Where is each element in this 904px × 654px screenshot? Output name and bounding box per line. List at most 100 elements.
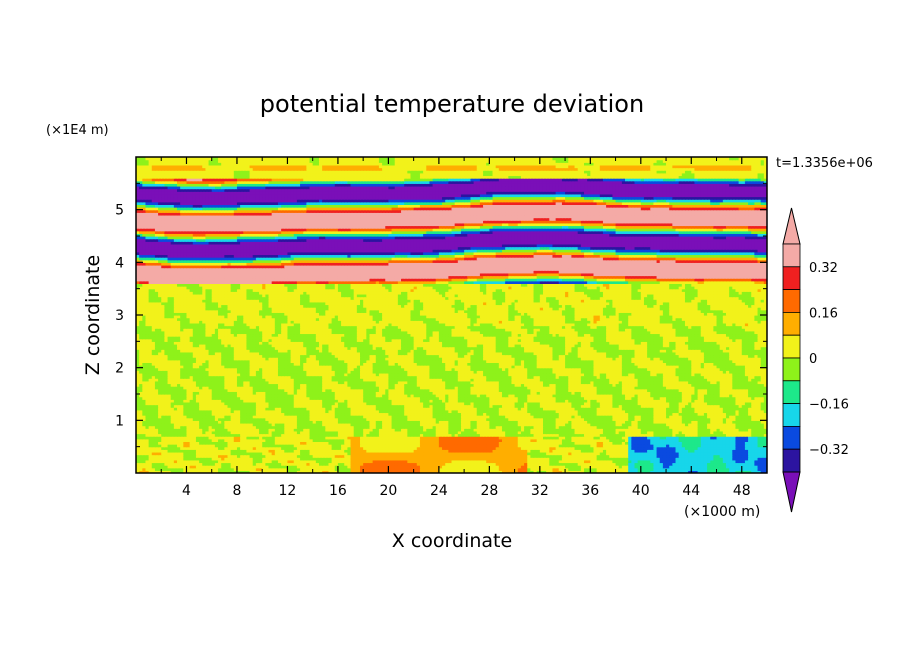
field-cell [631,438,636,442]
field-cell [568,446,572,450]
field-cell [334,425,339,429]
field-cell [565,425,569,429]
field-cell [754,446,759,450]
field-cell [218,462,222,466]
field-cell [167,420,172,424]
field-cell [252,446,257,450]
field-cell [536,433,541,437]
field-cell [448,459,453,464]
field-cell [722,441,727,445]
field-cell [315,470,320,473]
field-cell [596,459,601,464]
field-cell [688,454,692,458]
field-cell [568,462,572,466]
field-cell [637,465,642,469]
field-cell [136,444,140,448]
field-cell [606,441,610,445]
field-cell [751,451,755,456]
field-cell [691,465,696,469]
field-cell [618,436,623,440]
field-cell [337,430,342,435]
field-cell [438,417,443,421]
field-cell [707,465,711,469]
field-cell [369,459,374,464]
field-cell [476,420,481,424]
field-cell [287,459,292,464]
field-cell [224,449,229,453]
field-cell [142,449,147,453]
field-cell [606,428,610,432]
field-cell [192,428,197,432]
field-cell [426,438,431,442]
field-cell [419,420,424,424]
field-cell [741,459,746,464]
field-cell [628,444,632,448]
field-cell [432,459,437,464]
field-cell [735,457,740,461]
field-cell [713,436,718,440]
field-cell [429,436,434,440]
field-cell [621,417,626,421]
field-cell [268,415,273,419]
field-cell [432,425,437,429]
field-cell [511,467,516,471]
field-cell [309,444,314,448]
field-cell [561,446,566,450]
field-cell [243,425,248,429]
field-cell [167,446,172,450]
field-cell [281,457,285,461]
field-cell [628,441,632,445]
field-cell [602,459,607,464]
field-cell [199,446,203,450]
field-cell [754,425,759,429]
field-cell [637,425,642,429]
field-cell [631,436,636,440]
field-cell [735,444,740,448]
field-cell [662,454,667,458]
field-cell [154,415,159,419]
field-cell [186,436,191,440]
field-cell [451,457,456,461]
field-cell [432,438,437,442]
field-cell [590,417,595,421]
field-cell [460,451,465,456]
field-cell [164,422,169,427]
field-cell [328,467,333,471]
field-cell [183,465,188,469]
field-cell [448,451,453,456]
field-cell [511,454,516,458]
field-cell [716,467,721,471]
field-cell [565,470,569,473]
field-cell [378,422,383,427]
field-cell [233,449,238,453]
field-cell [757,454,762,458]
field-cell [716,454,721,458]
field-cell [587,425,591,429]
field-cell [363,446,367,450]
field-cell [533,425,538,429]
field-cell [221,436,225,440]
field-cell [725,451,730,456]
field-cell [634,465,639,469]
field-cell [347,430,352,435]
field-cell [347,470,352,473]
field-cell [218,449,222,453]
field-cell [549,433,554,437]
field-cell [151,428,156,432]
field-cell [186,459,191,464]
field-cell [240,433,244,437]
field-cell [599,454,604,458]
field-cell [517,446,522,450]
field-cell [287,454,292,458]
field-cell [344,438,348,442]
field-cell [479,451,484,456]
field-cell [703,441,708,445]
field-cell [230,417,235,421]
field-cell [760,459,765,464]
field-cell [410,425,415,429]
field-cell [366,449,371,453]
field-cell [760,430,765,435]
field-cell [703,467,708,471]
field-cell [628,433,632,437]
field-cell [240,451,244,456]
